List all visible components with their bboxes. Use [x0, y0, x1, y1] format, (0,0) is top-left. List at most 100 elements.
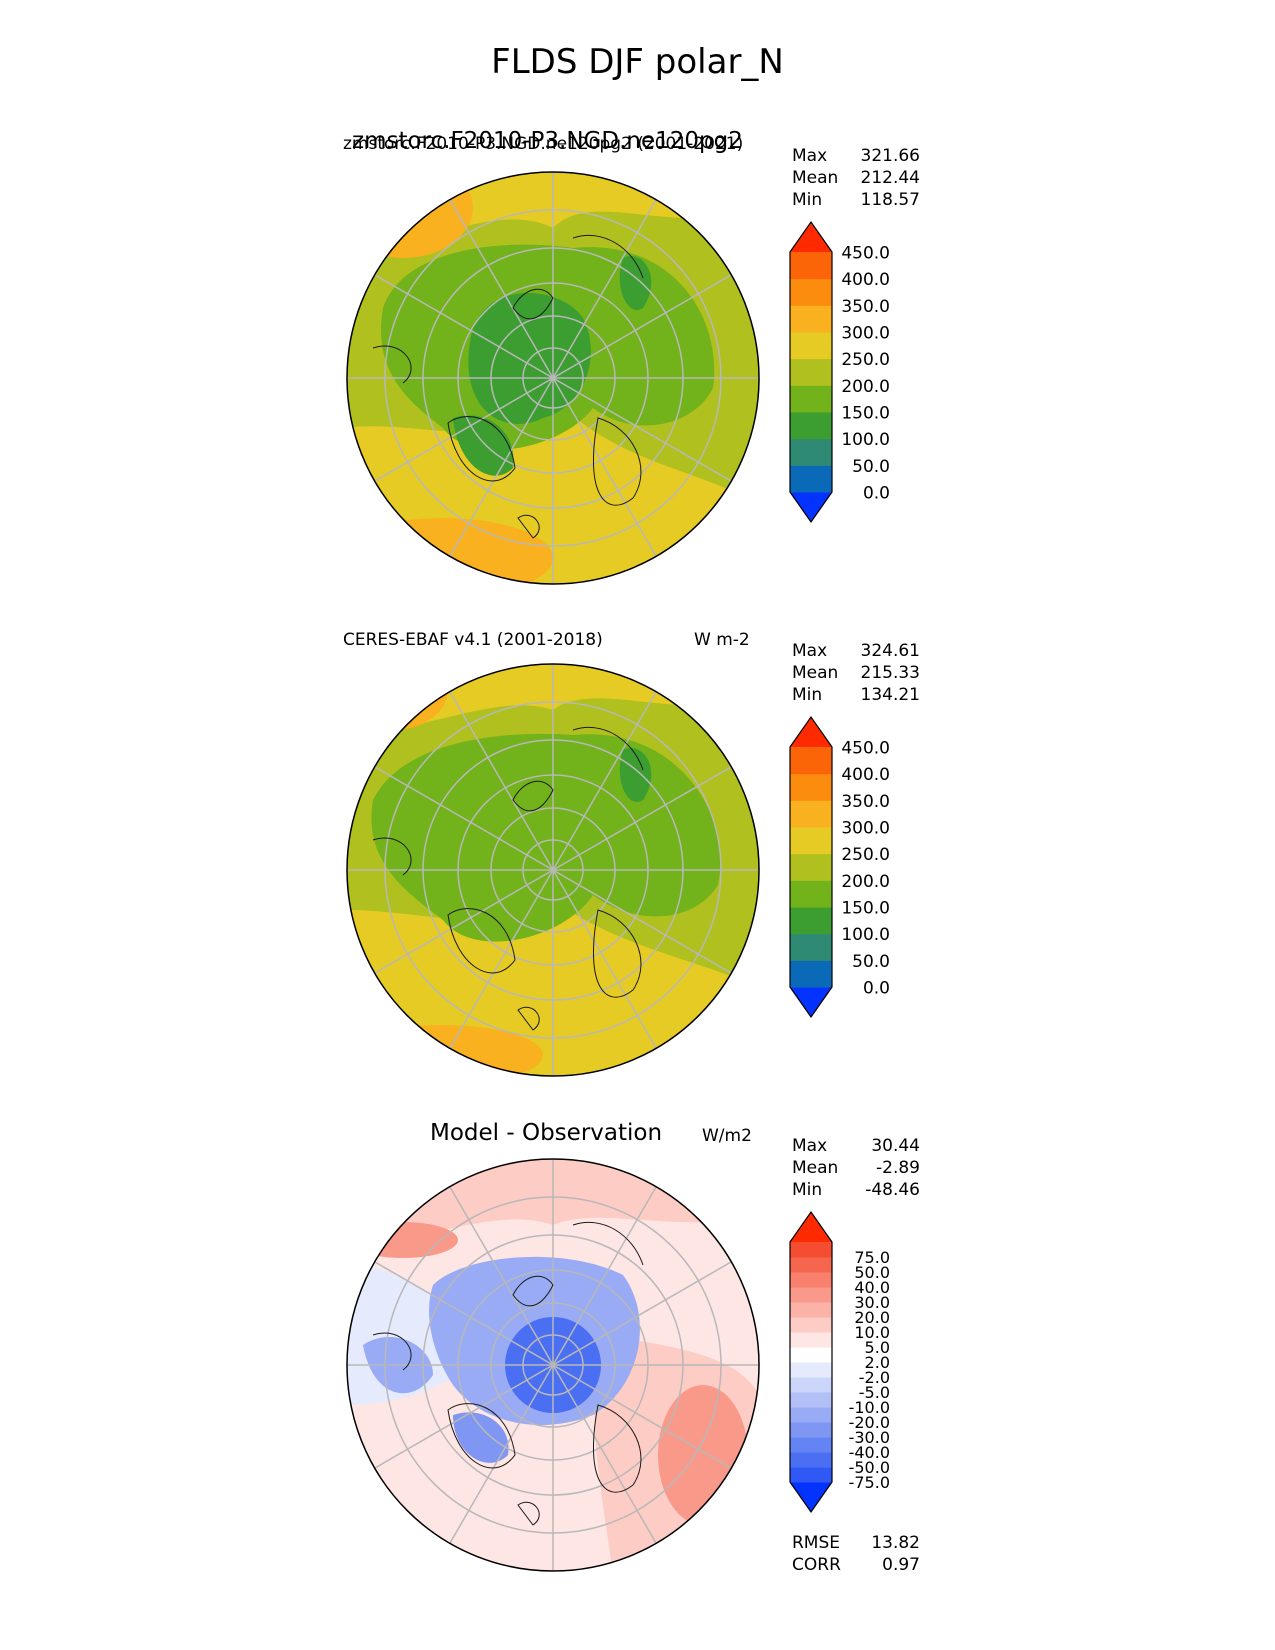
colorbar-tick-label: 10.0 [854, 1323, 890, 1342]
obs-stats: Max 324.61 Mean 215.33 Min 134.21 [792, 640, 920, 706]
colorbar-under-extend [790, 1482, 832, 1512]
colorbar-tick-label: -10.0 [849, 1398, 890, 1417]
colorbar-tick-label: 40.0 [854, 1278, 890, 1297]
colorbar-tick-label: 300.0 [841, 818, 890, 838]
colorbar-band [790, 1272, 832, 1288]
colorbar-tick-label: -40.0 [849, 1443, 890, 1462]
diff-metrics: RMSE 13.82 CORR 0.97 [792, 1532, 920, 1576]
cold-patch-siberia [619, 256, 652, 310]
colorbar-tick-label: 400.0 [841, 765, 890, 785]
diff-stats: Max 30.44 Mean -2.89 Min -48.46 [792, 1135, 920, 1201]
colorbar-band [790, 960, 832, 988]
coastlines [372, 234, 644, 539]
colorbar-band [790, 1452, 832, 1468]
colorbar-band [790, 252, 832, 280]
colorbar-tick-label: 0.0 [863, 483, 890, 503]
colorbar-outline [789, 715, 833, 1019]
colorbar-tick-label: 100.0 [841, 925, 890, 945]
colorbar-over-extend [790, 717, 832, 747]
positive-patch-east [658, 1385, 748, 1525]
colorbar-band [790, 773, 832, 801]
colorbar-tick-label: 150.0 [841, 403, 890, 423]
warm-patch-north [347, 664, 448, 730]
colorbar-band [790, 412, 832, 440]
colorbar-tick-label: 5.0 [865, 1338, 890, 1357]
obs-panel-title: CERES-EBAF v4.1 (2001-2018) [343, 630, 603, 650]
colorbar-band [790, 907, 832, 935]
colorbar-tick-label: 450.0 [841, 243, 890, 263]
colorbar-tick-label: 30.0 [854, 1293, 890, 1312]
warm-patch-south [347, 518, 553, 584]
colorbar-band [790, 1467, 832, 1483]
coastlines [372, 726, 644, 1031]
stat-mean: Mean -2.89 [792, 1158, 920, 1178]
colorbar-band [790, 1377, 832, 1393]
colorbar-tick-label: -50.0 [849, 1458, 890, 1477]
stat-min: Min 118.57 [792, 190, 920, 210]
colorbar-tick-label: 2.0 [865, 1353, 890, 1372]
model-colorbar: 0.0 50.0 100.0 150.0 200.0 250.0 300.0 350.0 400… [789, 220, 890, 524]
stat-min: Min 134.21 [792, 685, 920, 705]
colorbar-band [790, 1347, 832, 1363]
obs-polar-map [346, 663, 760, 1077]
colorbar-tick-label: 350.0 [841, 792, 890, 812]
graticule [347, 664, 759, 1076]
colorbar-band [790, 385, 832, 413]
colorbar-band [790, 438, 832, 466]
model-panel-title-overlap: zmstorc.F2010-P3.NGD.ne120pg2 [352, 128, 743, 154]
colorbar-band [790, 933, 832, 961]
colorbar-tick-label: 300.0 [841, 323, 890, 343]
stat-max: Max 324.61 [792, 641, 920, 661]
colorbar-tick-label: 200.0 [841, 872, 890, 892]
colorbar-tick-label: 200.0 [841, 377, 890, 397]
colorbar-tick-label: 20.0 [854, 1308, 890, 1327]
map-boundary [346, 663, 760, 1077]
colorbar-outline [789, 1210, 833, 1514]
colorbar-band [790, 1287, 832, 1303]
warm-patch-south [347, 1025, 543, 1076]
colorbar-band [790, 800, 832, 828]
colorbar-band [790, 1422, 832, 1438]
colorbar-tick-label: 150.0 [841, 898, 890, 918]
negative-patch-greenland [453, 1412, 509, 1463]
model-polar-map [346, 171, 760, 585]
colorbar-band [790, 1437, 832, 1453]
model-panel-title: zmstorc.F2010-P3.NGD.ne120pg2 (2001-2021… [343, 134, 744, 154]
colorbar-band [790, 1257, 832, 1273]
coastlines [372, 1221, 644, 1526]
colorbar-tick-label: 50.0 [852, 457, 890, 477]
colorbar-under-extend [790, 492, 832, 522]
colorbar-tick-label: 75.0 [854, 1248, 890, 1267]
diff-panel-units: W/m2 [702, 1126, 752, 1146]
colorbar-tick-label: 400.0 [841, 270, 890, 290]
map-boundary [346, 1158, 760, 1572]
cold-patch-siberia [619, 748, 652, 802]
colorbar-outline [789, 220, 833, 524]
colorbar-tick-label: -2.0 [859, 1368, 890, 1387]
colorbar-tick-label: 0.0 [863, 978, 890, 998]
colorbar-tick-label: 350.0 [841, 297, 890, 317]
colorbar-tick-label: 100.0 [841, 430, 890, 450]
colorbar-tick-label: -30.0 [849, 1428, 890, 1447]
colorbar-band [790, 1362, 832, 1378]
colorbar-band [790, 827, 832, 855]
colorbar-under-extend [790, 987, 832, 1017]
obs-panel-units: W m-2 [694, 630, 750, 650]
stat-max: Max 30.44 [792, 1136, 920, 1156]
colorbar-band [790, 465, 832, 493]
colorbar-tick-label: 250.0 [841, 845, 890, 865]
colorbar-band [790, 358, 832, 386]
colorbar-tick-label: -20.0 [849, 1413, 890, 1432]
metric-corr: CORR 0.97 [792, 1555, 920, 1575]
colorbar-band [790, 278, 832, 306]
colorbar-band [790, 332, 832, 360]
stat-mean: Mean 215.33 [792, 663, 920, 683]
colorbar-tick-label: -5.0 [859, 1383, 890, 1402]
stat-mean: Mean 212.44 [792, 168, 920, 188]
colorbar-band [790, 853, 832, 881]
diff-panel-title: Model - Observation [430, 1120, 663, 1146]
colorbar-over-extend [790, 222, 832, 252]
colorbar-band [790, 1407, 832, 1423]
graticule [347, 172, 759, 584]
stat-min: Min -48.46 [792, 1180, 920, 1200]
